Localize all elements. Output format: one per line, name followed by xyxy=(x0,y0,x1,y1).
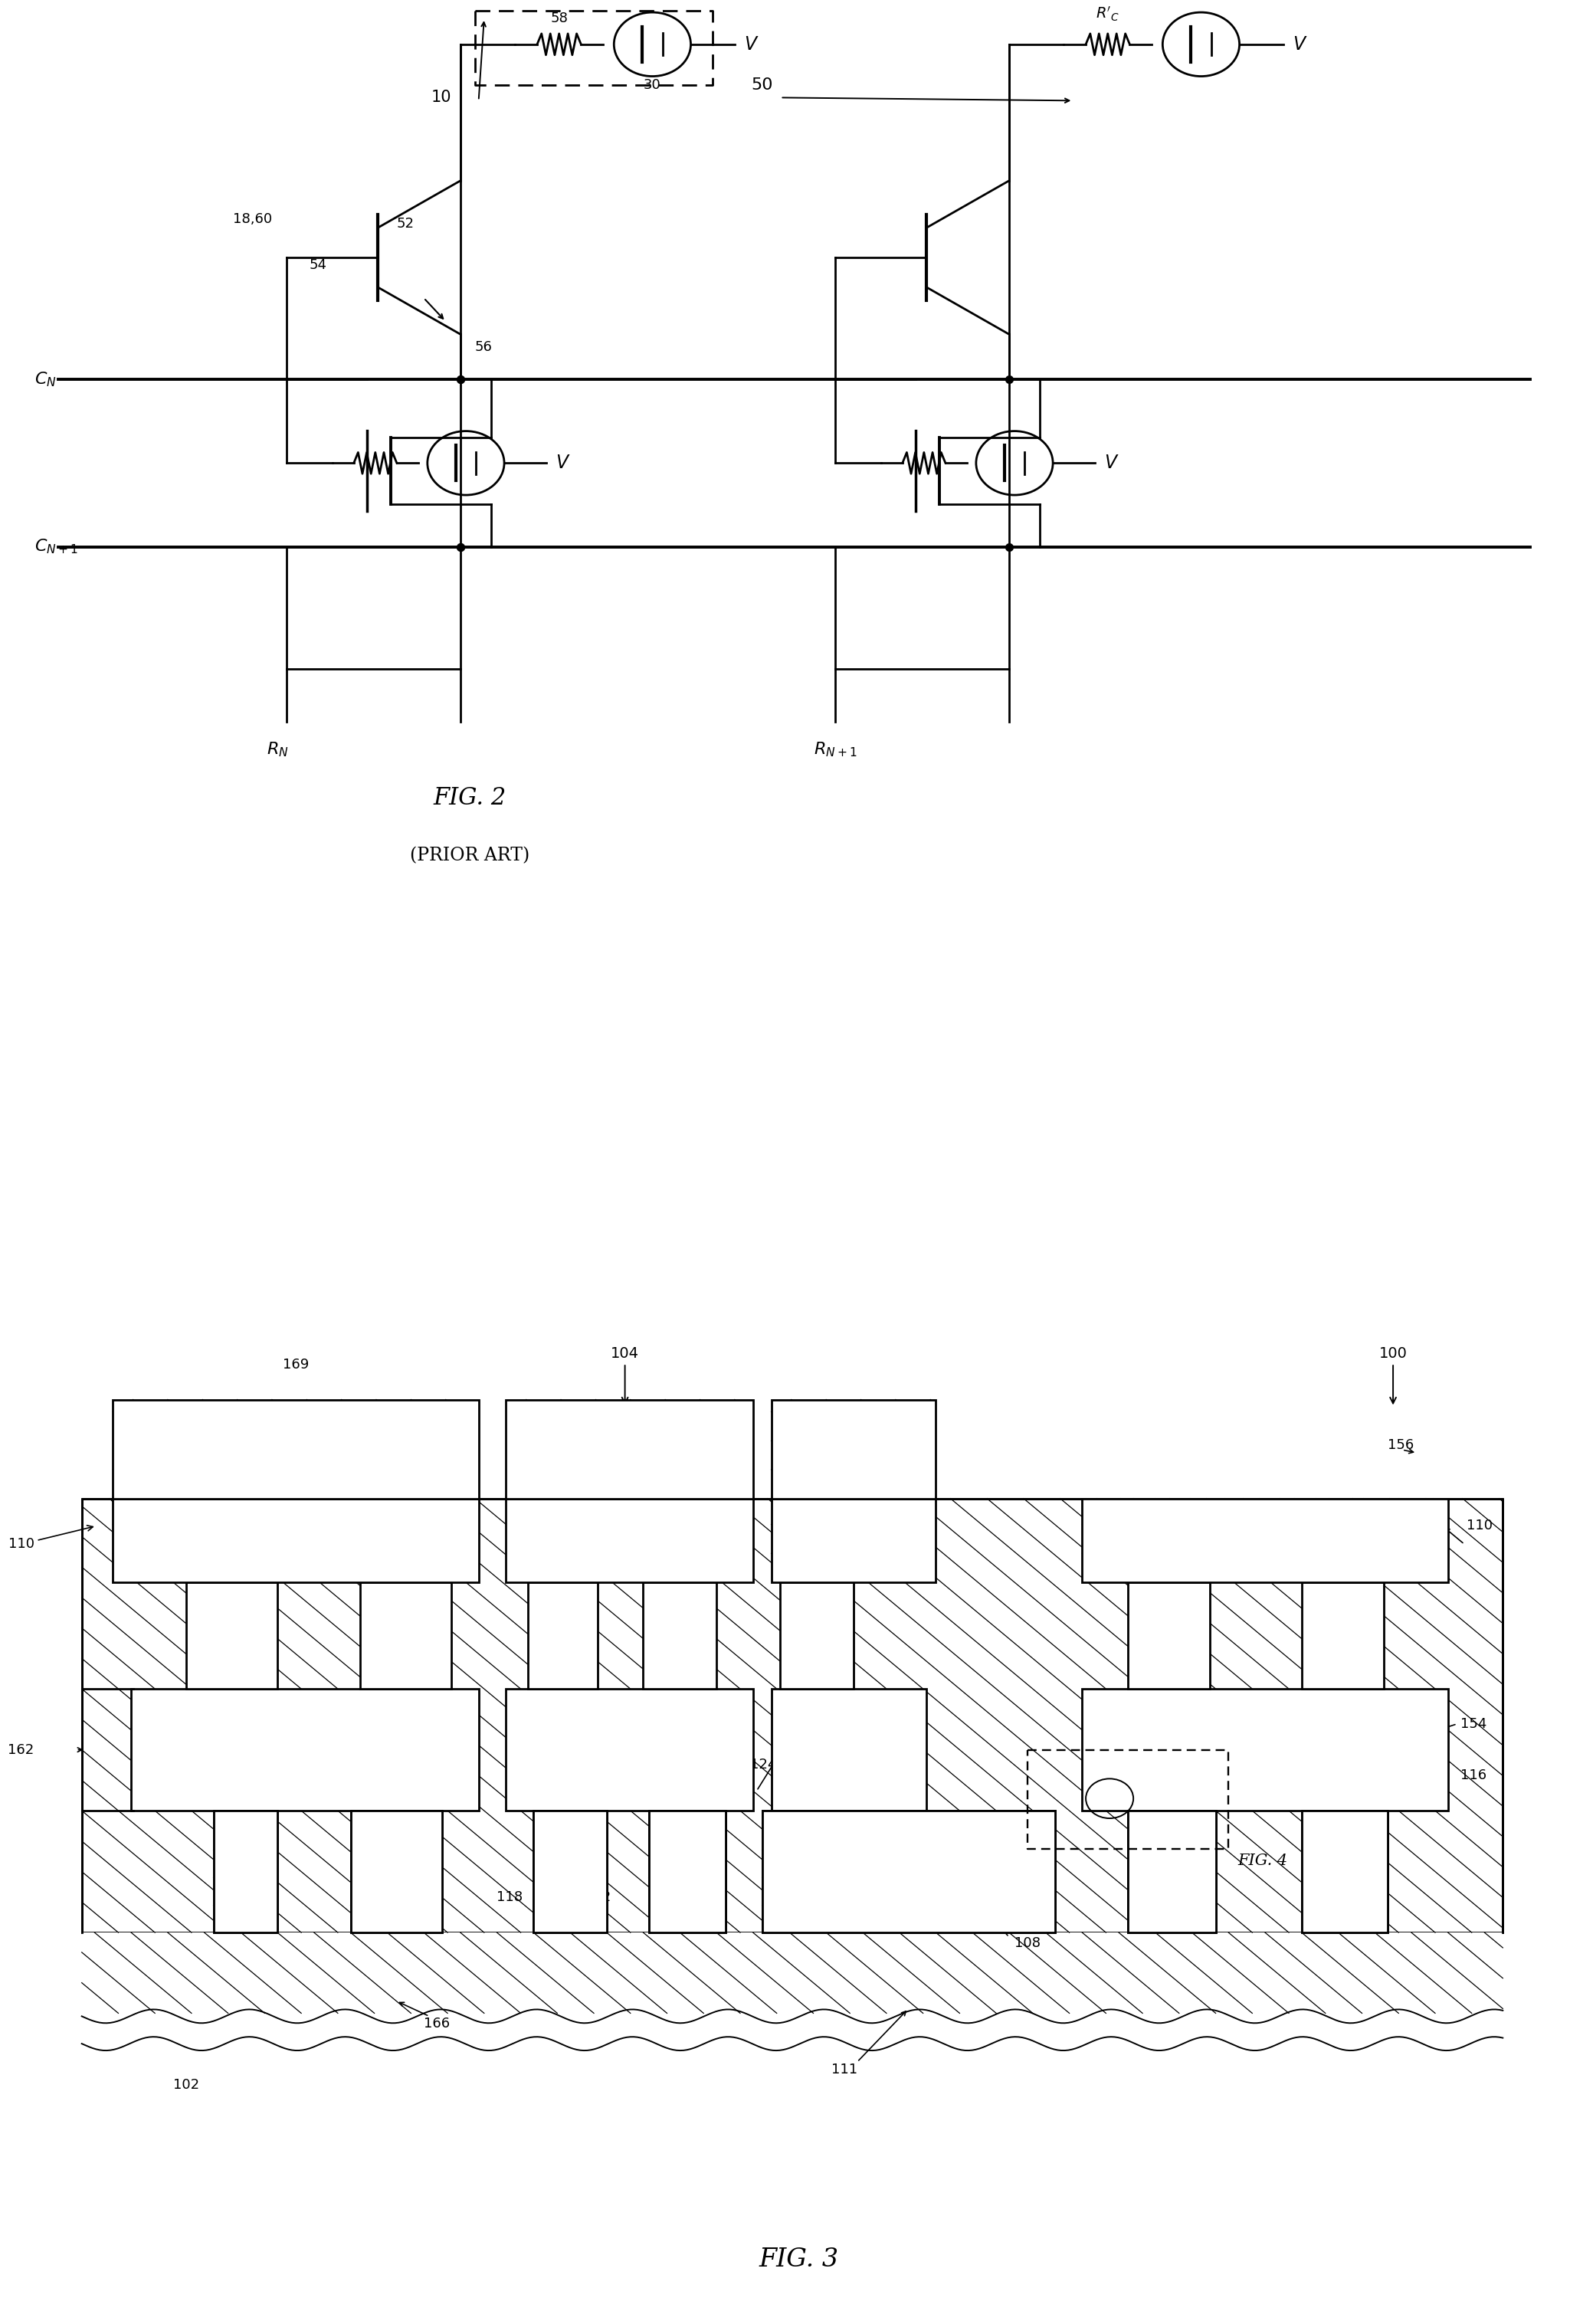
Text: 166: 166 xyxy=(424,2017,449,2031)
Bar xyxy=(1302,1583,1383,1690)
Bar xyxy=(1082,1499,1448,1583)
Text: V: V xyxy=(556,453,568,472)
Bar xyxy=(761,1810,1055,1934)
Bar xyxy=(185,1583,278,1690)
Text: 50: 50 xyxy=(750,77,772,93)
Text: 154: 154 xyxy=(1460,1717,1487,1731)
Bar xyxy=(82,1934,1502,2013)
Text: 122: 122 xyxy=(680,1892,706,1903)
Bar xyxy=(1127,1810,1215,1934)
Bar xyxy=(1127,1810,1215,1934)
Bar xyxy=(82,1499,1502,1934)
Text: 114: 114 xyxy=(876,1759,901,1771)
Bar xyxy=(506,1399,754,1499)
Text: FIG. 2: FIG. 2 xyxy=(433,786,506,811)
Bar xyxy=(528,1583,598,1690)
Text: V: V xyxy=(1292,35,1305,53)
Bar xyxy=(350,1810,443,1934)
Text: 52: 52 xyxy=(396,216,414,230)
Bar xyxy=(1302,1810,1388,1934)
Bar xyxy=(1302,1810,1388,1934)
Text: 102: 102 xyxy=(173,2078,199,2092)
Bar xyxy=(214,1810,278,1934)
Bar xyxy=(132,1690,479,1810)
Bar xyxy=(771,1399,936,1499)
Text: 58: 58 xyxy=(551,12,568,26)
Text: FIG. 4: FIG. 4 xyxy=(1237,1855,1287,1868)
Text: 100: 100 xyxy=(1378,1346,1407,1404)
Bar xyxy=(506,1499,754,1583)
Text: 10: 10 xyxy=(430,91,451,105)
Text: 169: 169 xyxy=(283,1357,309,1371)
Bar xyxy=(534,1810,606,1934)
Text: 56: 56 xyxy=(476,339,493,353)
Text: $R'_C$: $R'_C$ xyxy=(1096,5,1119,23)
Text: $C_{N+1}$: $C_{N+1}$ xyxy=(35,537,77,555)
Text: 106: 106 xyxy=(727,1785,754,1799)
Text: V: V xyxy=(1104,453,1116,472)
Text: 30: 30 xyxy=(644,79,661,93)
Text: (PRIOR ART): (PRIOR ART) xyxy=(410,848,529,865)
Bar xyxy=(360,1583,451,1690)
Bar xyxy=(780,1583,854,1690)
Text: 18,60: 18,60 xyxy=(232,211,272,225)
Bar xyxy=(113,1499,479,1583)
Bar xyxy=(214,1810,278,1934)
Text: 118: 118 xyxy=(496,1892,523,1903)
Text: 169: 169 xyxy=(612,1439,637,1452)
Text: 110: 110 xyxy=(8,1525,93,1550)
Text: 112: 112 xyxy=(584,1892,611,1903)
Text: 156: 156 xyxy=(1388,1439,1415,1452)
Bar xyxy=(1127,1583,1210,1690)
Text: $R_{N+1}$: $R_{N+1}$ xyxy=(813,741,857,758)
Bar xyxy=(1082,1690,1448,1810)
Bar xyxy=(113,1399,479,1499)
Bar xyxy=(648,1810,725,1934)
Text: 108: 108 xyxy=(1014,1936,1041,1950)
Text: 158: 158 xyxy=(245,1713,345,1748)
Bar xyxy=(761,1810,1055,1934)
Text: 169: 169 xyxy=(840,1439,867,1452)
Text: $C_N$: $C_N$ xyxy=(35,370,57,388)
Text: $R_N$: $R_N$ xyxy=(267,741,289,758)
Bar xyxy=(771,1499,936,1583)
Text: 120: 120 xyxy=(528,1717,554,1731)
Bar xyxy=(350,1810,443,1934)
Text: 160: 160 xyxy=(689,1717,714,1731)
Text: FIG. 3: FIG. 3 xyxy=(758,2247,838,2273)
Text: 111: 111 xyxy=(832,2064,857,2075)
Text: 124: 124 xyxy=(750,1759,777,1771)
Text: 54: 54 xyxy=(309,258,327,272)
Text: V: V xyxy=(744,35,757,53)
Bar xyxy=(771,1690,926,1810)
Text: 162: 162 xyxy=(8,1743,35,1757)
Bar xyxy=(644,1583,716,1690)
Text: 164: 164 xyxy=(548,1450,622,1466)
Text: 110: 110 xyxy=(845,1520,870,1534)
Bar xyxy=(648,1810,725,1934)
Bar xyxy=(534,1810,606,1934)
Text: 116: 116 xyxy=(1460,1769,1487,1783)
Text: 152: 152 xyxy=(1347,1880,1374,1894)
Bar xyxy=(506,1690,754,1810)
Text: 104: 104 xyxy=(611,1346,639,1404)
Text: 110: 110 xyxy=(1466,1520,1492,1534)
